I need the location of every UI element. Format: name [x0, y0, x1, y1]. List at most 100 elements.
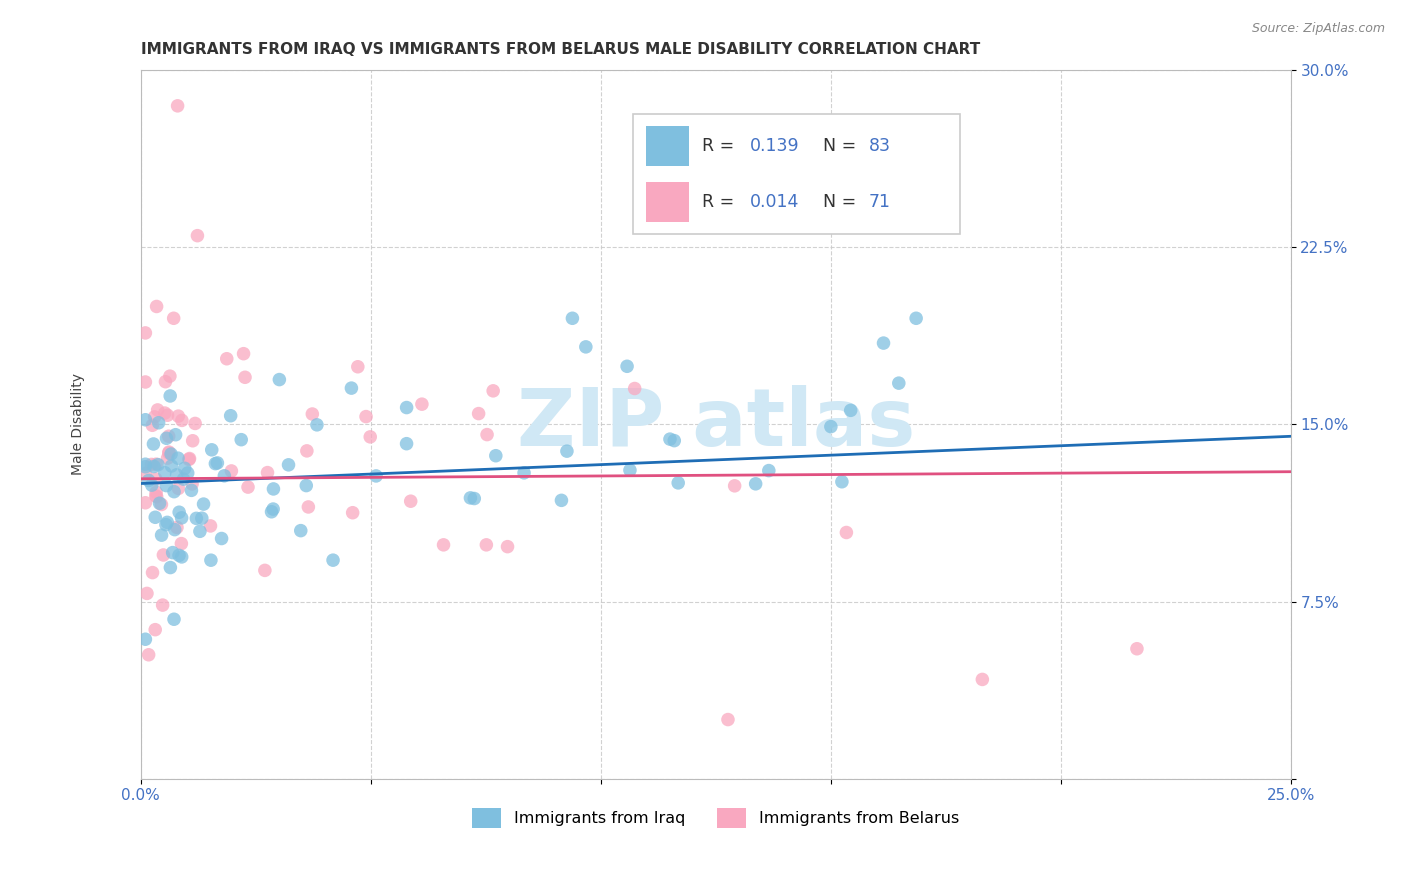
Point — [153, 406, 176, 420]
Point — [395, 436, 418, 450]
Legend: Immigrants from Iraq, Immigrants from Belarus: Immigrants from Iraq, Immigrants from Be… — [465, 802, 966, 834]
Point — [193, 497, 215, 511]
Point — [513, 466, 536, 480]
Text: R =: R = — [702, 136, 740, 154]
Point — [143, 623, 166, 637]
Point — [150, 528, 173, 542]
Point — [134, 459, 156, 474]
Point — [277, 458, 299, 472]
Point — [550, 493, 572, 508]
Point — [134, 375, 156, 389]
Point — [141, 566, 163, 580]
Point — [207, 456, 229, 470]
Point — [170, 413, 193, 427]
Point — [744, 476, 766, 491]
Point — [160, 458, 183, 473]
Point — [173, 461, 195, 475]
Point — [820, 419, 842, 434]
Point — [219, 409, 242, 423]
FancyBboxPatch shape — [647, 183, 689, 222]
Point — [145, 485, 167, 500]
Point — [475, 538, 498, 552]
Point — [153, 466, 176, 480]
Point — [496, 540, 519, 554]
Point — [181, 476, 204, 491]
Point — [411, 397, 433, 411]
Point — [145, 457, 167, 471]
Point — [724, 479, 747, 493]
Y-axis label: Male Disability: Male Disability — [72, 374, 86, 475]
Point — [166, 99, 188, 113]
Point — [166, 467, 188, 482]
Point — [482, 384, 505, 398]
Point — [305, 417, 328, 432]
Point — [155, 431, 177, 445]
Point — [134, 632, 156, 647]
Point — [399, 494, 422, 508]
Point — [623, 382, 645, 396]
Text: R =: R = — [702, 194, 740, 211]
Point — [301, 407, 323, 421]
Point — [134, 413, 156, 427]
Point — [134, 467, 156, 481]
Point — [159, 389, 181, 403]
Point — [145, 300, 167, 314]
Point — [467, 407, 489, 421]
Point — [163, 523, 186, 537]
Point — [143, 510, 166, 524]
Point — [260, 505, 283, 519]
Point — [269, 373, 291, 387]
Point — [186, 228, 208, 243]
Point — [155, 375, 177, 389]
Point — [619, 463, 641, 477]
Point — [346, 359, 368, 374]
Point — [141, 458, 163, 472]
Point — [256, 466, 278, 480]
Text: 0.014: 0.014 — [749, 194, 799, 211]
Text: N =: N = — [823, 194, 862, 211]
Point — [432, 538, 454, 552]
Point — [165, 427, 187, 442]
Point — [231, 433, 253, 447]
Point — [159, 560, 181, 574]
Point — [359, 430, 381, 444]
FancyBboxPatch shape — [647, 126, 689, 166]
Point — [342, 506, 364, 520]
Point — [211, 532, 233, 546]
Point — [134, 326, 156, 340]
Text: 0.139: 0.139 — [749, 136, 799, 154]
Point — [163, 311, 186, 326]
Point — [236, 480, 259, 494]
Point — [181, 434, 204, 448]
Point — [157, 429, 180, 443]
Point — [141, 478, 163, 492]
Point — [232, 347, 254, 361]
Point — [167, 549, 190, 563]
Point — [214, 468, 236, 483]
Point — [555, 444, 578, 458]
Point — [872, 336, 894, 351]
Point — [233, 370, 256, 384]
Point — [201, 442, 224, 457]
Point — [364, 469, 387, 483]
Point — [148, 416, 170, 430]
Point — [157, 445, 180, 459]
Point — [200, 519, 222, 533]
Point — [179, 451, 201, 466]
Point — [295, 478, 318, 492]
Point — [152, 548, 174, 562]
Point — [297, 500, 319, 514]
Point — [200, 553, 222, 567]
Point — [221, 464, 243, 478]
Text: IMMIGRANTS FROM IRAQ VS IMMIGRANTS FROM BELARUS MALE DISABILITY CORRELATION CHAR: IMMIGRANTS FROM IRAQ VS IMMIGRANTS FROM … — [141, 42, 980, 57]
Point — [322, 553, 344, 567]
Point — [162, 546, 184, 560]
Point — [160, 447, 183, 461]
Point — [159, 369, 181, 384]
Point — [295, 443, 318, 458]
Point — [136, 586, 159, 600]
Point — [215, 351, 238, 366]
Point — [145, 489, 167, 503]
Point — [163, 484, 186, 499]
Point — [835, 525, 858, 540]
